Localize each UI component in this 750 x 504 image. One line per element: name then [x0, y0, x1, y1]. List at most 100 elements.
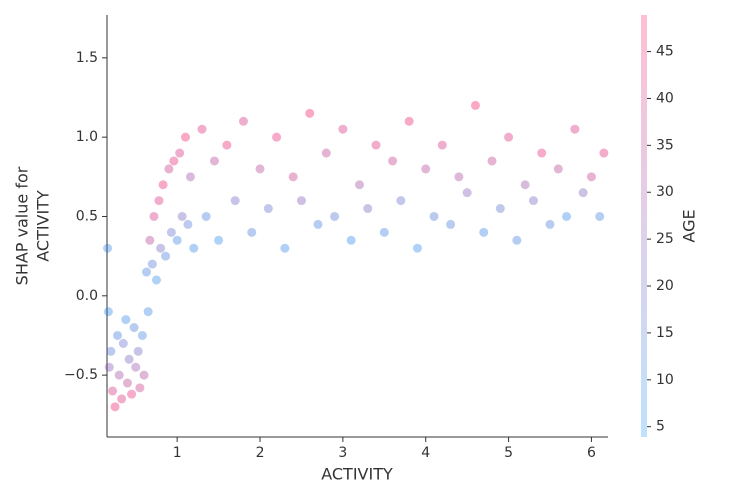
point [166, 227, 176, 237]
point [487, 156, 497, 166]
point [553, 164, 563, 174]
point [520, 180, 530, 190]
point [183, 219, 193, 229]
point [161, 251, 171, 261]
point [437, 140, 447, 150]
point [118, 338, 128, 348]
point [462, 188, 472, 198]
point [330, 211, 340, 221]
point [595, 211, 605, 221]
point [412, 243, 422, 253]
point [495, 204, 505, 214]
point [103, 307, 113, 317]
point [117, 394, 127, 404]
point [504, 132, 514, 142]
point [296, 196, 306, 206]
point [371, 140, 381, 150]
point [562, 211, 572, 221]
x-tick-label: 4 [421, 445, 430, 461]
point [139, 370, 149, 380]
point [421, 164, 431, 174]
point [151, 275, 161, 285]
points [103, 100, 609, 412]
point [255, 164, 265, 174]
colorbar-tick-label: 15 [656, 325, 674, 341]
point [512, 235, 522, 245]
point [479, 227, 489, 237]
point [142, 267, 152, 277]
point [121, 315, 131, 325]
x-tick-label: 6 [587, 445, 596, 461]
point [149, 211, 159, 221]
y-tick-label: 1.0 [76, 129, 98, 145]
point [288, 172, 298, 182]
point [106, 346, 116, 356]
point [113, 330, 123, 340]
point [104, 362, 114, 372]
point [396, 196, 406, 206]
point [103, 243, 113, 253]
point [586, 172, 596, 182]
y-axis-label: SHAP value for [13, 166, 32, 285]
point [129, 323, 139, 333]
point [172, 235, 182, 245]
colorbar-tick-label: 20 [656, 278, 674, 294]
point [133, 346, 143, 356]
point [446, 219, 456, 229]
colorbar-tick-label: 30 [656, 184, 674, 200]
point [230, 196, 240, 206]
point [164, 164, 174, 174]
x-tick-label: 5 [504, 445, 513, 461]
point [169, 156, 179, 166]
point [338, 124, 348, 134]
colorbar-tick-label: 25 [656, 231, 674, 247]
point [599, 148, 609, 158]
point [177, 211, 187, 221]
point [201, 211, 211, 221]
colorbar-label: AGE [680, 209, 699, 242]
point [137, 330, 147, 340]
point [570, 124, 580, 134]
colorbar-tick-label: 40 [656, 90, 674, 106]
colorbar-tick-label: 45 [656, 44, 674, 60]
point [114, 370, 124, 380]
point [429, 211, 439, 221]
point [354, 180, 364, 190]
point [346, 235, 356, 245]
point [222, 140, 232, 150]
point [214, 235, 224, 245]
point [313, 219, 323, 229]
point [545, 219, 555, 229]
y-tick-label: 1.5 [76, 50, 98, 66]
point [363, 204, 373, 214]
point [135, 383, 145, 393]
point [145, 235, 155, 245]
point [209, 156, 219, 166]
point [470, 100, 480, 110]
point [185, 172, 195, 182]
point [305, 108, 315, 118]
point [131, 362, 141, 372]
point [127, 389, 137, 399]
colorbar-tick-label: 5 [656, 419, 665, 435]
x-tick-label: 2 [256, 445, 265, 461]
point [321, 148, 331, 158]
colorbar [641, 15, 647, 437]
point [454, 172, 464, 182]
point [263, 204, 273, 214]
point [147, 259, 157, 269]
x-tick-label: 1 [173, 445, 182, 461]
point [537, 148, 547, 158]
point [379, 227, 389, 237]
y-tick-label: 0.0 [76, 288, 98, 304]
point [388, 156, 398, 166]
point [180, 132, 190, 142]
point [197, 124, 207, 134]
point [280, 243, 290, 253]
point [108, 386, 118, 396]
point [404, 116, 414, 126]
point [158, 180, 168, 190]
point [578, 188, 588, 198]
x-tick-label: 3 [338, 445, 347, 461]
colorbar-tick-label: 35 [656, 137, 674, 153]
